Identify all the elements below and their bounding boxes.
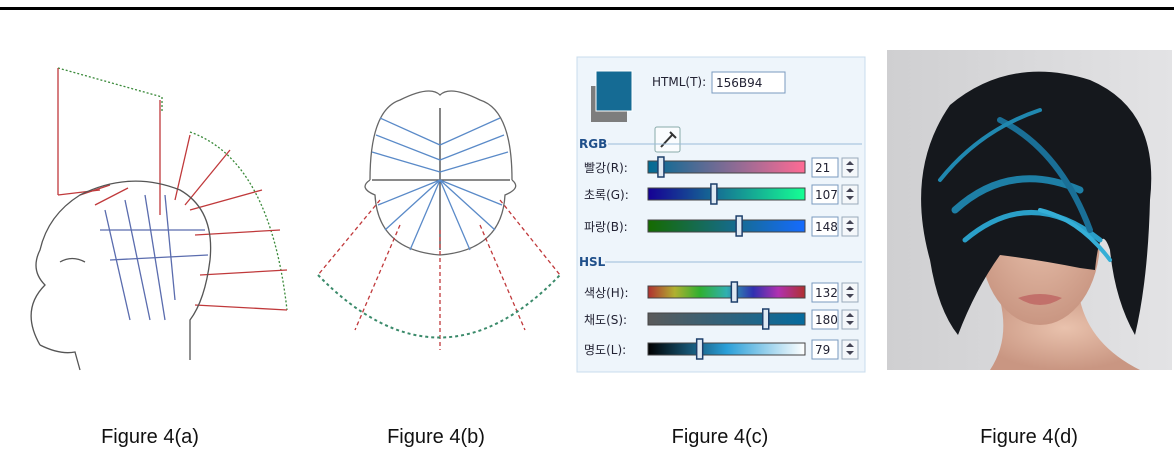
slider-label: 파랑(B): — [584, 220, 628, 234]
value-text: 132 — [815, 286, 838, 300]
head-top-drawing — [318, 91, 560, 350]
caption: Figure 4(b) — [387, 426, 485, 448]
caption: Figure 4(d) — [980, 426, 1078, 448]
spinner[interactable] — [842, 158, 858, 177]
hair-photo — [887, 50, 1172, 370]
hex-value: 156B94 — [716, 76, 762, 90]
slider-track — [648, 220, 805, 232]
slider-track — [648, 343, 805, 355]
caption: Figure 4(c) — [672, 426, 769, 448]
html-label: HTML(T): — [652, 75, 706, 89]
spinner[interactable] — [842, 217, 858, 236]
value-text: 21 — [815, 161, 830, 175]
value-text: 79 — [815, 343, 830, 357]
slider-thumb[interactable] — [658, 157, 664, 177]
value-text: 148 — [815, 220, 838, 234]
top-rule — [0, 7, 1174, 10]
color-swatch — [596, 71, 632, 111]
caption: Figure 4(a) — [101, 426, 199, 448]
slider-label: 빨강(R): — [584, 161, 628, 175]
slider-track — [648, 286, 805, 298]
slider-thumb[interactable] — [763, 309, 769, 329]
value-text: 107 — [815, 188, 838, 202]
value-text: 180 — [815, 313, 838, 327]
slider-label: 명도(L): — [584, 343, 626, 357]
hsl-header: HSL — [579, 255, 606, 269]
figure: HTML(T): 156B94 RGB HSL Figure 4(a) Figu… — [0, 0, 1174, 454]
slider-track — [648, 313, 805, 325]
slider-thumb[interactable] — [736, 216, 742, 236]
slider-track — [648, 161, 805, 173]
slider-thumb[interactable] — [697, 339, 703, 359]
spinner[interactable] — [842, 283, 858, 302]
head-profile-drawing — [31, 68, 287, 370]
slider-thumb[interactable] — [731, 282, 737, 302]
spinner[interactable] — [842, 310, 858, 329]
spinner[interactable] — [842, 340, 858, 359]
rgb-header: RGB — [579, 137, 607, 151]
slider-label: 색상(H): — [584, 286, 629, 300]
slider-track — [648, 188, 805, 200]
slider-thumb[interactable] — [711, 184, 717, 204]
slider-label: 초록(G): — [584, 188, 629, 202]
spinner[interactable] — [842, 185, 858, 204]
slider-label: 채도(S): — [584, 313, 627, 327]
